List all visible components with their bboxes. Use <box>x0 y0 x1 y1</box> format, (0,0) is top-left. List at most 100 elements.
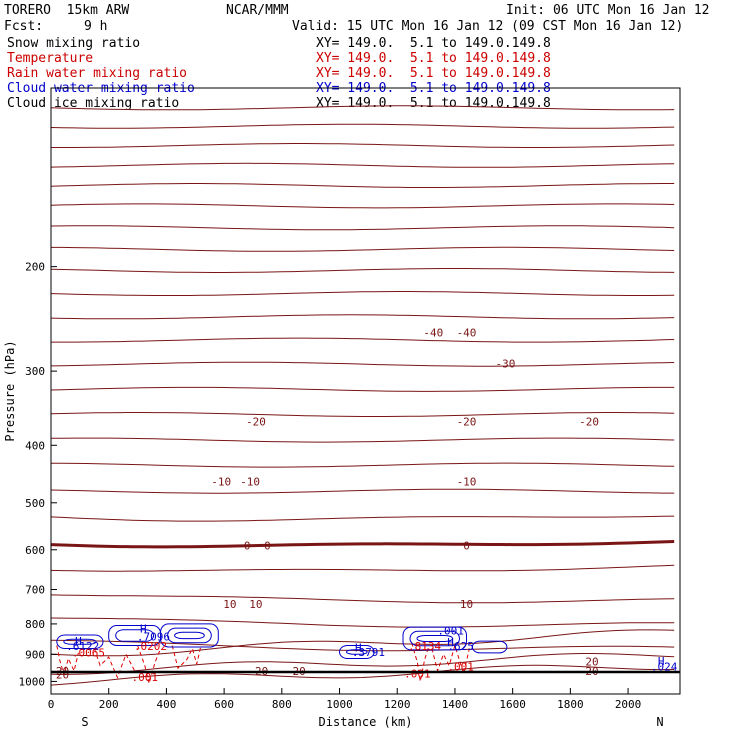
x-tick-label: 200 <box>99 698 119 711</box>
temperature-label: 20 <box>585 655 598 668</box>
south-label: S <box>81 715 88 729</box>
isotherm-line <box>50 291 675 296</box>
x-tick-label: 2000 <box>615 698 642 711</box>
temperature-label: 20 <box>56 668 69 681</box>
temperature-label: -40 <box>423 326 443 339</box>
isotherm-line <box>50 314 675 320</box>
rain-max-label: .8134 <box>408 640 441 653</box>
isotherm-line <box>50 540 675 549</box>
legend-temperature: Temperature <box>7 51 94 66</box>
y-tick-label: 300 <box>25 365 45 378</box>
isotherm-line <box>51 246 675 252</box>
cloud-water-max-label: H <box>658 655 665 668</box>
rain-max-label: .001 <box>132 671 159 684</box>
y-tick-label: 1000 <box>19 675 46 688</box>
rain-max-label: .001 <box>447 661 474 674</box>
cloud-water-max-label: .6122 <box>66 640 99 653</box>
cloud-water-max-label: .3791 <box>352 646 385 659</box>
legend-rain: Rain water mixing ratio <box>7 66 188 81</box>
isotherm-line <box>50 564 675 572</box>
isotherm-line <box>50 617 675 628</box>
fcst-label: Fcst: <box>4 19 44 34</box>
cloud-water-contour <box>346 649 368 655</box>
isotherm-line <box>50 653 675 675</box>
cloud-water-max-label: .7096 <box>137 631 170 644</box>
isotherm-line <box>50 437 675 443</box>
isotherm-line <box>50 361 675 367</box>
cloud-water-contour <box>56 634 104 649</box>
y-tick-label: 600 <box>25 544 45 557</box>
y-tick-label: 900 <box>25 648 45 661</box>
cloud-water-max-label: H <box>447 636 454 649</box>
isotherm-line <box>50 162 675 168</box>
plot-frame <box>50 87 681 695</box>
fcst-value: 9 h <box>84 19 108 34</box>
temperature-contours <box>50 105 675 686</box>
temperature-label: -20 <box>246 416 266 429</box>
rain-max-label: .001 <box>404 668 431 681</box>
x-tick-label: 400 <box>156 698 176 711</box>
temperature-label: 0 <box>264 539 271 552</box>
legend-cloud-ice: Cloud ice mixing ratio <box>7 96 180 111</box>
cloud-water-contour <box>174 631 205 640</box>
legend-snow: Snow mixing ratio <box>7 36 141 51</box>
x-tick-label: 1200 <box>384 698 411 711</box>
y-tick-label: 200 <box>25 261 45 274</box>
isotherm-line <box>50 386 675 392</box>
init-time: Init: 06 UTC Mon 16 Jan 12 <box>506 3 710 18</box>
cloud-water-max-label: H <box>75 635 82 648</box>
cloud-water-contour <box>471 640 508 654</box>
model-title: TORERO 15km ARW <box>4 3 130 18</box>
isotherm-line <box>50 515 675 522</box>
temperature-label: -20 <box>457 416 477 429</box>
cloud-water-max-label: H <box>355 641 362 654</box>
x-tick-label: 600 <box>214 698 234 711</box>
north-label: N <box>656 715 663 729</box>
legend-temperature-xy: XY= 149.0. 5.1 to 149.0.149.8 <box>316 51 551 66</box>
y-tick-label: 400 <box>25 439 45 452</box>
cloud-water-max-label: .024 <box>651 660 678 673</box>
cloud-water-contour <box>160 623 219 648</box>
cloud-water-max-label: H <box>140 623 147 636</box>
isotherm-line <box>51 337 675 343</box>
isotherm-line <box>50 594 675 604</box>
center-title: NCAR/MMM <box>226 3 289 18</box>
y-axis-label: Pressure (hPa) <box>3 340 17 441</box>
isotherm-line <box>51 462 675 468</box>
cloud-water-contour <box>63 638 97 645</box>
x-tick-label: 1800 <box>557 698 584 711</box>
isotherm-line <box>50 268 675 273</box>
legend-rain-xy: XY= 149.0. 5.1 to 149.0.149.8 <box>316 66 551 81</box>
temperature-label: -10 <box>457 475 477 488</box>
cloud-water-max-label: .625 <box>447 640 474 653</box>
x-tick-label: 1600 <box>499 698 526 711</box>
temperature-label: 0 <box>244 539 251 552</box>
valid-time: Valid: 15 UTC Mon 16 Jan 12 (09 CST Mon … <box>292 19 684 34</box>
cloud-water-contour <box>115 629 155 642</box>
legend-cloud-ice-xy: XY= 149.0. 5.1 to 149.0.149.8 <box>316 96 551 111</box>
rain-contour <box>56 645 79 677</box>
cloud-water-contour <box>409 630 460 647</box>
y-tick-label: 700 <box>25 584 45 597</box>
cloud-water-contour <box>167 627 212 644</box>
x-tick-label: 800 <box>272 698 292 711</box>
x-axis-label: Distance (km) <box>319 715 413 729</box>
temperature-label: -30 <box>495 357 515 370</box>
isotherm-line <box>50 412 675 417</box>
rain-max-label: .0065 <box>72 646 105 659</box>
temperature-label: -10 <box>211 475 231 488</box>
cloud-water-max-label: .001 <box>437 624 464 637</box>
isotherm-line <box>50 105 675 111</box>
cloud-water-contours <box>56 623 508 659</box>
isotherm-line <box>50 123 675 129</box>
temperature-label: 10 <box>460 598 473 611</box>
isotherm-line <box>50 639 675 652</box>
rain-contour <box>93 648 136 679</box>
x-tick-label: 0 <box>48 698 55 711</box>
isotherm-line <box>50 203 675 209</box>
contour-labels: -40 -40-30-20 -20 -20-10 -10 -100 0 010 10 102020… <box>56 326 678 684</box>
rain-max-label: .0202 <box>134 640 167 653</box>
legend-snow-xy: XY= 149.0. 5.1 to 149.0.149.8 <box>316 36 551 51</box>
isotherm-line <box>51 143 675 148</box>
